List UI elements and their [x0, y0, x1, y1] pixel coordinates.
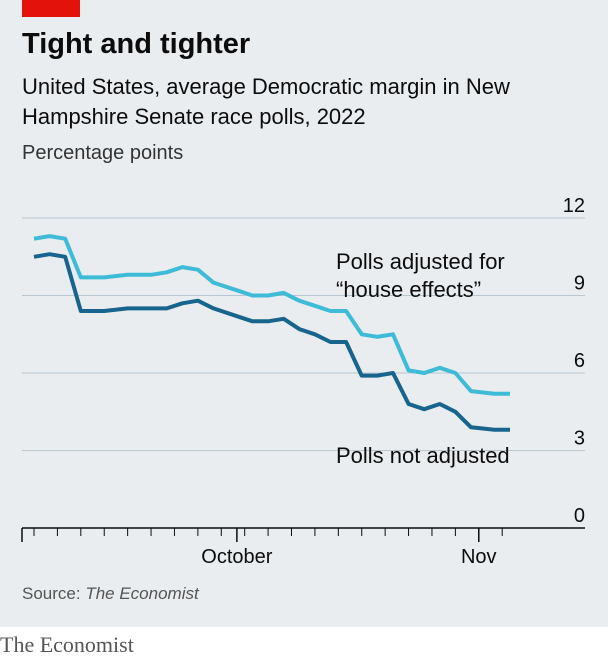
y-tick-labels: 0 3 6 9 12	[563, 195, 585, 527]
series-labels: Polls adjusted for “house effects” Polls n…	[336, 249, 510, 468]
source-name: The Economist	[85, 584, 199, 603]
gridlines	[22, 217, 585, 451]
series-label-0: Polls adjusted for “house effects”	[336, 249, 505, 302]
brand-logo-text: The Economist	[0, 632, 134, 657]
series-line-1	[33, 252, 510, 432]
series-label-line: Polls not adjusted	[336, 443, 510, 468]
y-tick-label-3: 3	[574, 428, 585, 450]
x-axis: October Nov	[21, 527, 585, 568]
y-tick-label-6: 6	[574, 350, 585, 372]
source-prefix: Source:	[22, 584, 86, 603]
y-tick-label-0: 0	[574, 505, 585, 527]
chart-subtitle: United States, average Democratic margin…	[22, 74, 510, 129]
x-tick-label-nov: Nov	[461, 546, 497, 568]
source-note: Source: The Economist	[22, 584, 199, 604]
series-label-line: Polls adjusted for	[336, 249, 505, 274]
series-label-1: Polls not adjusted	[336, 443, 510, 468]
y-tick-label-12: 12	[563, 195, 585, 217]
chart-panel	[0, 0, 608, 627]
series-label-line: “house effects”	[336, 277, 481, 302]
unit-label: Percentage points	[22, 142, 184, 164]
brand-red-tag	[22, 0, 80, 17]
series-lines	[33, 234, 510, 432]
line-chart: 0 3 6 9 12 October Nov Polls adjusted for “hou…	[21, 195, 585, 568]
series-line-0	[33, 234, 510, 396]
y-tick-label-9: 9	[574, 273, 585, 295]
x-tick-label-october: October	[201, 546, 272, 568]
chart-title: Tight and tighter	[22, 28, 251, 60]
